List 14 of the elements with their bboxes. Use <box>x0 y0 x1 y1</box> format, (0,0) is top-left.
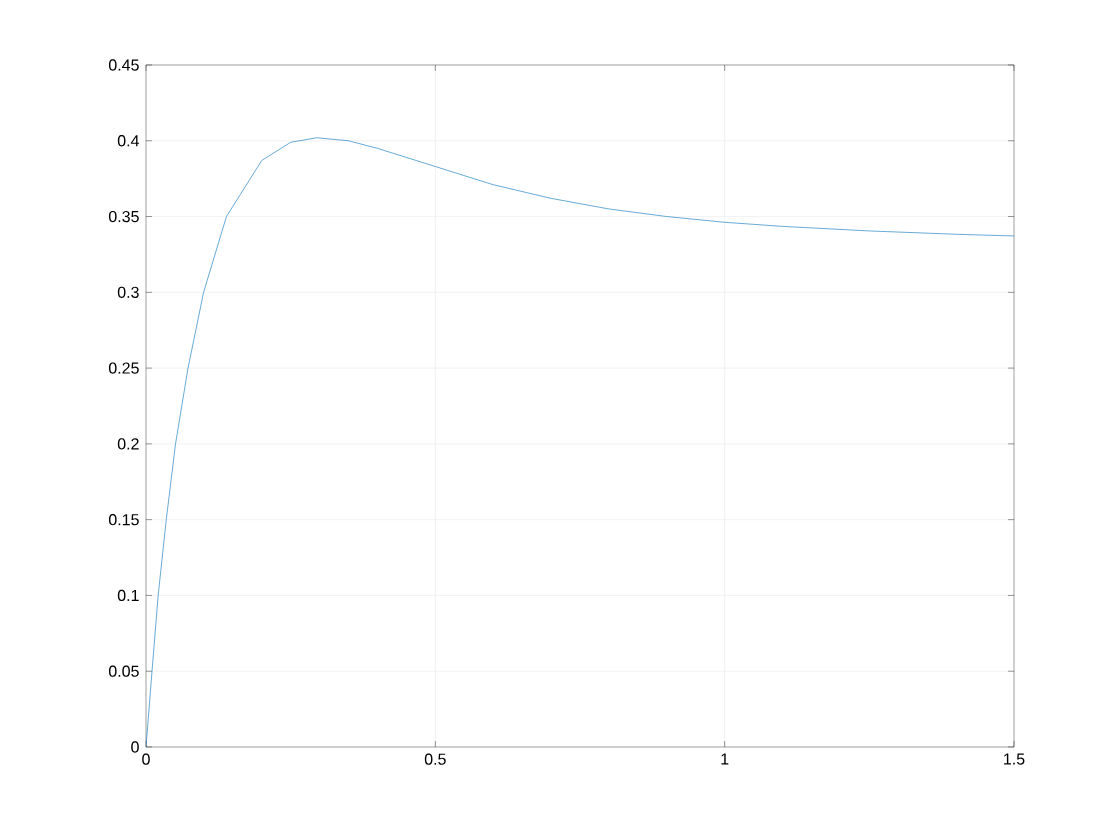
y-tick-label: 0.25 <box>108 362 139 374</box>
x-tick-label: 1.5 <box>1004 753 1025 765</box>
y-tick-label: 0.2 <box>117 438 139 450</box>
x-tick-label: 1 <box>721 753 729 765</box>
y-tick-label: 0 <box>131 741 139 753</box>
y-tick-label: 0.05 <box>108 665 139 677</box>
y-tick-label: 0.45 <box>108 59 139 71</box>
y-tick-label: 0.4 <box>117 135 139 147</box>
y-tick-label: 0.3 <box>117 286 139 298</box>
y-tick-label: 0.15 <box>108 513 139 526</box>
x-tick-label: 0 <box>142 753 150 765</box>
x-tick-label: 0.5 <box>424 753 446 765</box>
y-tick-label: 0.35 <box>108 210 139 223</box>
y-tick-label: 0.1 <box>117 589 139 602</box>
